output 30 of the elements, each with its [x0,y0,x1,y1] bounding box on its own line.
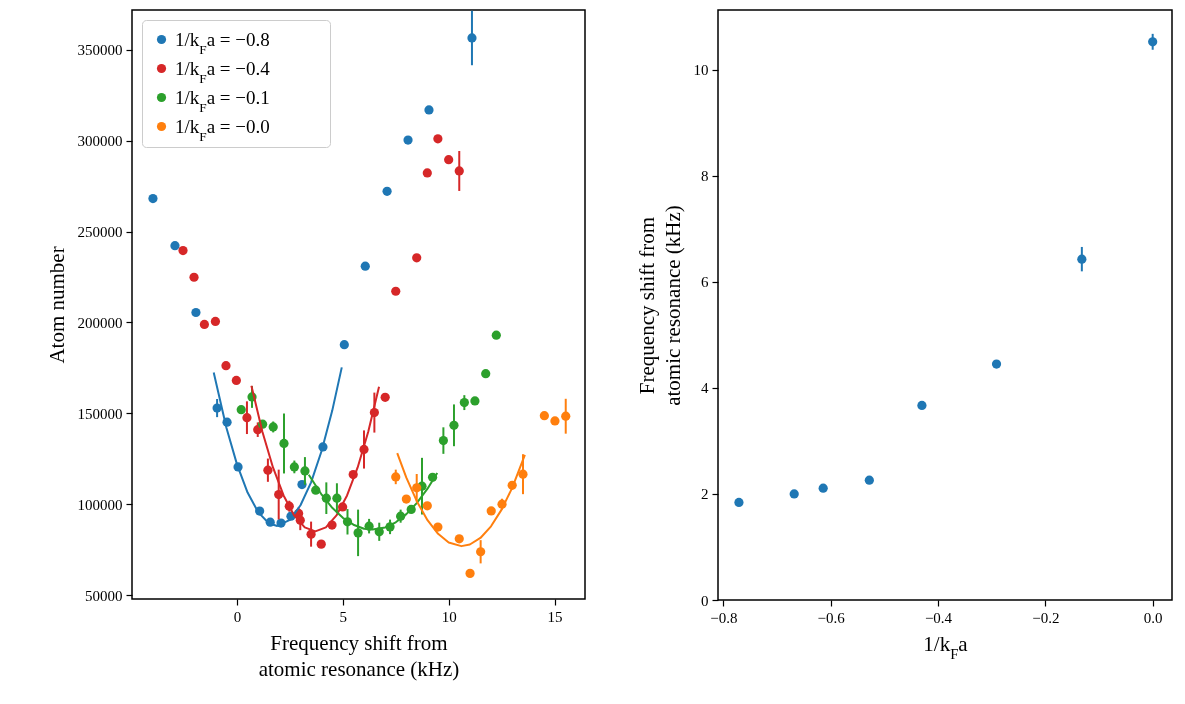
legend-label: 1/k$_{F}$a = −0.4 [175,57,271,85]
y-tick-label: 10 [693,62,709,79]
x-tick-label: 15 [547,608,563,625]
x-tick-label: −0.6 [817,609,846,626]
x-tick-label: 10 [441,608,457,625]
legend-label: 1/k$_{F}$a = −0.1 [175,86,270,114]
legend-label: 1/k$_{F}$a = −0.0 [175,115,270,143]
y-axis-title: Atom number [44,246,69,364]
x-tick-label: 5 [339,608,348,625]
y-tick-label: 2 [701,486,709,503]
y-tick-label: 4 [701,380,709,397]
y-tick-label: 6 [701,274,709,291]
x-axis-title: Frequency shift from atomic resonance (kHz) [258,630,460,681]
y-tick-label: 8 [701,168,709,185]
y-axis-title: Frequency shift from atomic resonance (kHz) [634,205,685,406]
x-tick-label: −0.2 [1032,609,1060,626]
y-tick-label: 250000 [77,224,123,241]
y-tick-label: 350000 [77,42,123,59]
x-tick-label: 0.0 [1143,609,1163,626]
y-tick-label: 150000 [77,405,123,422]
y-tick-label: 0 [701,592,709,609]
y-tick-label: 200000 [77,314,123,331]
x-tick-label: −0.4 [924,609,953,626]
y-tick-label: 50000 [85,587,123,604]
y-tick-label: 300000 [77,133,123,150]
x-axis-title: 1/k$_{F}$a [923,631,969,662]
legend-label: 1/k$_{F}$a = −0.8 [175,28,270,56]
y-tick-label: 100000 [77,496,123,513]
x-tick-label: 0 [233,608,242,625]
x-tick-label: −0.8 [710,609,738,626]
